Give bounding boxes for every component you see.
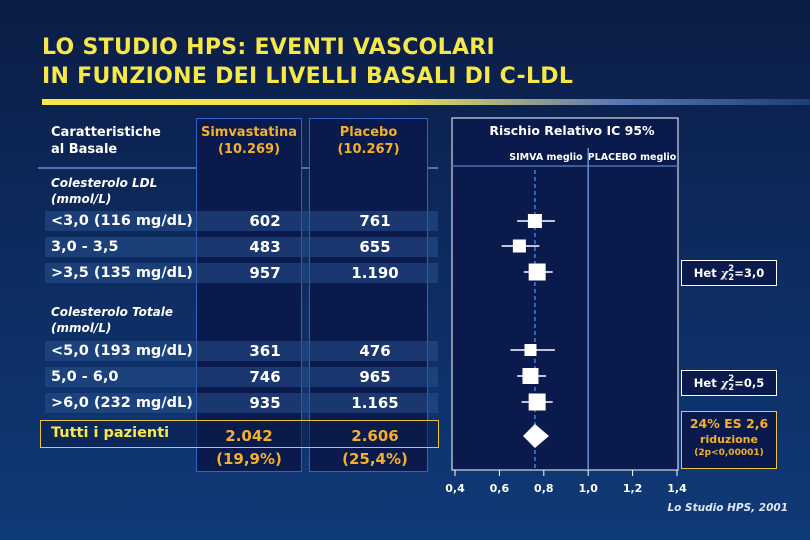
chi-sup: 2 — [728, 373, 735, 384]
total-label: Tutti i pazienti — [51, 425, 170, 441]
chi-sup: 2 — [728, 263, 735, 274]
rr-square — [528, 393, 546, 411]
het-prefix: Het — [693, 266, 717, 280]
total-simva-pct: (19,9%) — [216, 450, 282, 468]
rr-square — [528, 263, 546, 281]
row-band — [45, 263, 438, 283]
row-label: <3,0 (116 mg/dL) — [51, 213, 193, 229]
placebo-value: 965 — [359, 368, 391, 386]
source-citation: Lo Studio HPS, 2001 — [667, 502, 788, 514]
x-tick-label: 1,4 — [667, 482, 687, 495]
rr-square — [512, 239, 526, 253]
simva-value: 602 — [249, 212, 281, 230]
chi-symbol: χ — [720, 376, 729, 390]
simva-header-line-1: Simvastatina — [200, 125, 298, 140]
title-underline — [42, 99, 810, 105]
total-placebo-pct: (25,4%) — [342, 450, 408, 468]
placebo-value: 1.190 — [351, 264, 399, 282]
total-placebo-value: 2.606 — [351, 427, 399, 445]
row-label: <5,0 (193 mg/dL) — [51, 343, 193, 359]
het-value: =3,0 — [734, 266, 765, 280]
row-band — [45, 237, 438, 257]
simva-header-line-2: (10.269) — [217, 142, 281, 157]
row-label: >3,5 (135 mg/dL) — [51, 265, 193, 281]
placebo-value: 655 — [359, 238, 391, 256]
x-tick-label: 0,4 — [445, 482, 465, 495]
reduction-box: 24% ES 2,6 riduzione (2p<0,00001) — [681, 411, 777, 469]
het-box-ldl: Het χ 2 2 =3,0 — [681, 260, 777, 286]
row-band — [45, 211, 438, 231]
reduction-line-2: riduzione — [700, 433, 758, 446]
placebo-header-line-2: (10.267) — [337, 142, 400, 157]
section-ldl-line-1: Colesterolo LDL — [51, 176, 158, 190]
row-band — [45, 393, 438, 413]
slide-title: LO STUDIO HPS: EVENTI VASCOLARI IN FUNZI… — [42, 33, 573, 91]
chi-sub: 2 — [728, 382, 735, 393]
row-label: >6,0 (232 mg/dL) — [51, 395, 193, 411]
placebo-column — [309, 118, 428, 472]
simva-header: Simvastatina (10.269) — [196, 124, 302, 158]
x-tick-label: 0,6 — [490, 482, 510, 495]
placebo-value: 476 — [359, 342, 391, 360]
reduction-line-3: (2p<0,00001) — [694, 448, 764, 458]
title-line-2: IN FUNZIONE DEI LIVELLI BASALI DI C-LDL — [42, 64, 574, 89]
x-tick-label: 1,0 — [578, 482, 598, 495]
simva-better-label: SIMVA meglio — [509, 152, 583, 163]
row-label: 5,0 - 6,0 — [51, 369, 119, 385]
placebo-value: 761 — [359, 212, 391, 230]
characteristics-header-line-2: al Basale — [51, 142, 118, 157]
row-band — [45, 367, 438, 387]
chi-symbol: χ — [720, 266, 729, 280]
x-tick-label: 1,2 — [623, 482, 643, 495]
row-band — [45, 341, 438, 361]
section-ldl-line-2: (mmol/L) — [51, 192, 112, 206]
rr-title: Rischio Relativo IC 95% — [489, 123, 655, 138]
section-total-cholesterol: Colesterolo Totale (mmol/L) — [51, 304, 173, 336]
forest-plot-panel — [451, 117, 679, 471]
het-value: =0,5 — [734, 376, 765, 390]
overall-diamond — [523, 424, 550, 448]
total-simva-value: 2.042 — [225, 427, 273, 445]
x-tick-label: 0,8 — [534, 482, 554, 495]
het-box-total-cholesterol: Het χ 2 2 =0,5 — [681, 370, 777, 396]
total-row-box — [40, 420, 439, 448]
placebo-better-label: PLACEBO meglio — [588, 152, 677, 163]
section-total-line-2: (mmol/L) — [51, 321, 112, 335]
chi-sub: 2 — [728, 272, 735, 283]
characteristics-header: Caratteristiche al Basale — [51, 124, 161, 158]
placebo-header-line-1: Placebo — [339, 125, 398, 140]
simva-value: 957 — [249, 264, 281, 282]
reduction-line-1: 24% ES 2,6 — [689, 416, 769, 431]
placebo-header: Placebo (10.267) — [309, 124, 428, 158]
row-label: 3,0 - 3,5 — [51, 239, 119, 255]
placebo-value: 1.165 — [351, 394, 399, 412]
simva-value: 483 — [249, 238, 281, 256]
simva-value: 935 — [249, 394, 281, 412]
rr-square — [522, 368, 539, 384]
section-ldl: Colesterolo LDL (mmol/L) — [51, 175, 157, 207]
rr-square — [524, 344, 537, 356]
section-total-line-1: Colesterolo Totale — [51, 305, 173, 319]
het-prefix: Het — [693, 376, 717, 390]
simva-value: 361 — [249, 342, 281, 360]
characteristics-header-line-1: Caratteristiche — [51, 125, 161, 140]
title-line-1: LO STUDIO HPS: EVENTI VASCOLARI — [42, 35, 496, 60]
simva-value: 746 — [249, 368, 281, 386]
rr-square — [527, 214, 542, 228]
simva-column — [196, 118, 302, 472]
